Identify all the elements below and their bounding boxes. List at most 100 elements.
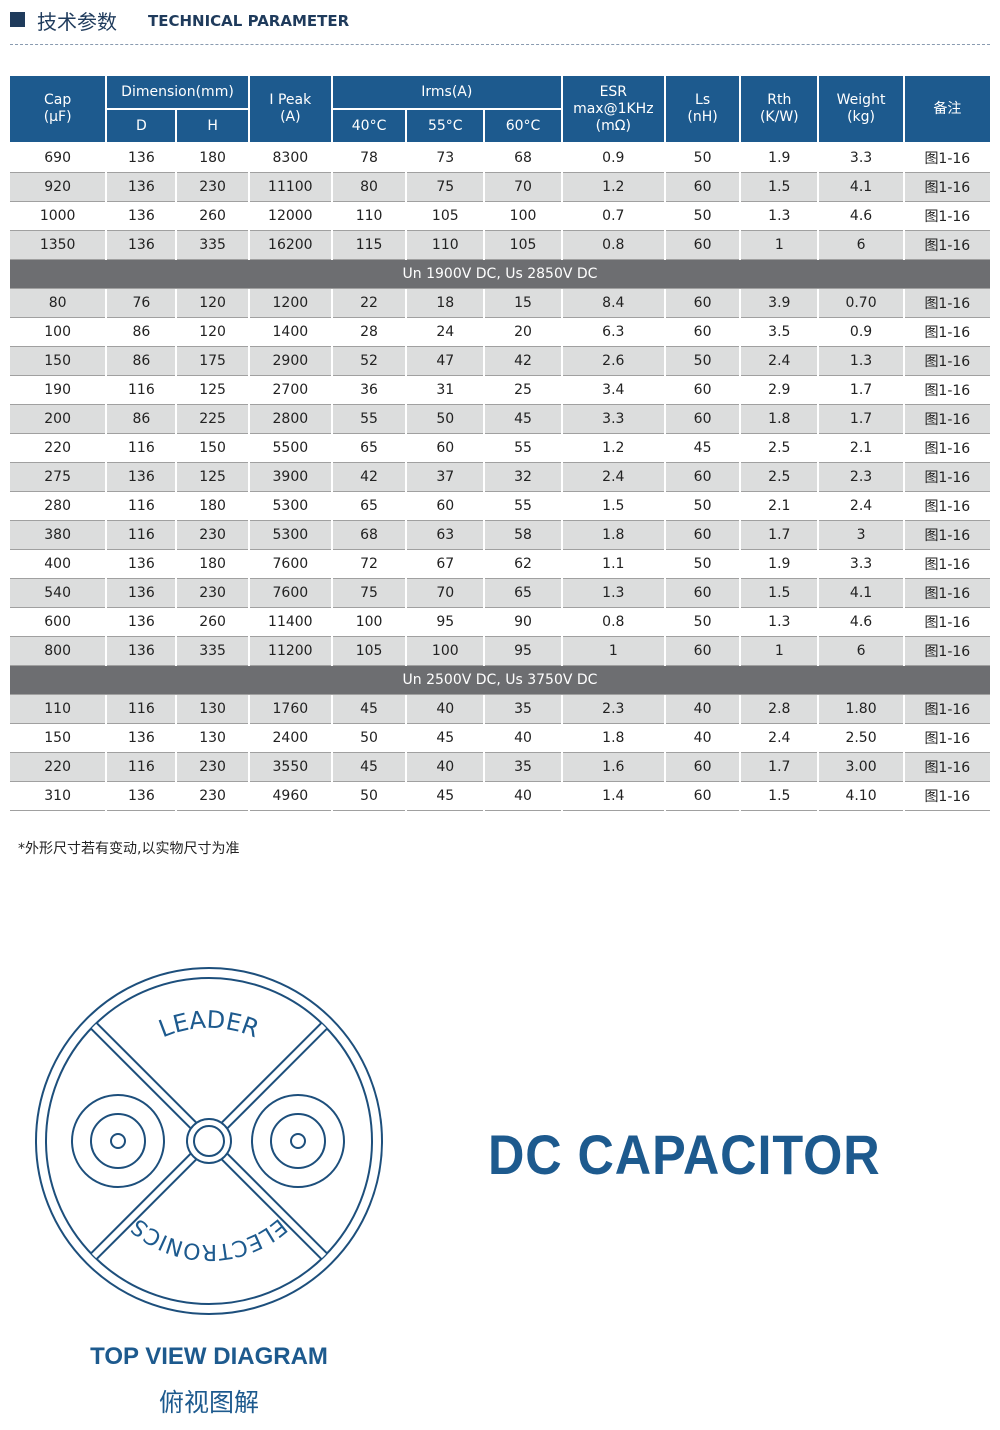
cell: 2.1 [819, 434, 903, 463]
cell: 24 [407, 318, 484, 347]
cell: 60 [665, 289, 740, 318]
header-cell: 55°C [407, 110, 484, 144]
cell: 60 [665, 637, 740, 666]
cell: 230 [177, 579, 248, 608]
cell: 47 [407, 347, 484, 376]
cell: 63 [407, 521, 484, 550]
cell: 75 [407, 173, 484, 202]
data-row: 690 136 180 8300 78 73 68 0.9 50 1.9 3.3 图1-16 [10, 144, 990, 173]
parameter-table: Cap (μF) Dimension(mm) I Peak (A) Irms(A) ESR m… [8, 76, 992, 811]
cell: 1.1 [562, 550, 664, 579]
header-cell: Rth (K/W) [741, 76, 818, 144]
cell: 0.7 [562, 202, 664, 231]
cell: 4.6 [819, 202, 903, 231]
cell: 136 [107, 550, 176, 579]
cell: 2.5 [741, 463, 818, 492]
cell: 图1-16 [904, 463, 990, 492]
cell: 35 [485, 695, 561, 724]
cell: 260 [177, 202, 248, 231]
data-row: 800 136 335 11200 105 100 95 1 60 1 6 图1-16 [10, 637, 990, 666]
header-cell: Dimension(mm) [107, 76, 248, 110]
cell: 3.5 [741, 318, 818, 347]
cell: 600 [10, 608, 106, 637]
cell: 42 [332, 463, 406, 492]
cell: 230 [177, 782, 248, 811]
cell: 4.1 [819, 173, 903, 202]
cell: 136 [107, 608, 176, 637]
cell: 40 [407, 753, 484, 782]
cell: 1 [741, 231, 818, 260]
cell: 8.4 [562, 289, 664, 318]
cell: 37 [407, 463, 484, 492]
cell: 78 [332, 144, 406, 173]
cell: 68 [332, 521, 406, 550]
header-line: max@1KHz [573, 100, 654, 117]
data-row: 1350 136 335 16200 115 110 105 0.8 60 1 6 图1-16 [10, 231, 990, 260]
cell: 31 [407, 376, 484, 405]
cell: 50 [665, 550, 740, 579]
cell: 1.3 [562, 579, 664, 608]
cell: 116 [107, 753, 176, 782]
cell: 1.2 [562, 434, 664, 463]
cell: 35 [485, 753, 561, 782]
cell: 36 [332, 376, 406, 405]
cell: 图1-16 [904, 405, 990, 434]
data-row: 150 136 130 2400 50 45 40 1.8 40 2.4 2.50 图1-16 [10, 724, 990, 753]
cell: 1.6 [562, 753, 664, 782]
cell: 6 [819, 637, 903, 666]
cell: 0.8 [562, 608, 664, 637]
cell: 45 [407, 724, 484, 753]
cell: 15 [485, 289, 561, 318]
data-row: 80 76 120 1200 22 18 15 8.4 60 3.9 0.70 图1-16 [10, 289, 990, 318]
data-row: 190 116 125 2700 36 31 25 3.4 60 2.9 1.7 图1-16 [10, 376, 990, 405]
cell: 275 [10, 463, 106, 492]
header-row: D H 40°C 55°C 60°C [10, 110, 990, 144]
cell: 60 [665, 753, 740, 782]
header-icon [10, 12, 25, 27]
cell: 225 [177, 405, 248, 434]
cell: 2800 [249, 405, 331, 434]
cell: 55 [485, 434, 561, 463]
cell: 116 [107, 492, 176, 521]
cell: 260 [177, 608, 248, 637]
cell: 45 [665, 434, 740, 463]
cell: 3 [819, 521, 903, 550]
cell: 1200 [249, 289, 331, 318]
cell: 2.4 [562, 463, 664, 492]
data-row: 110 116 130 1760 45 40 35 2.3 40 2.8 1.80 图1-16 [10, 695, 990, 724]
cell: 6 [819, 231, 903, 260]
product-name: DC CAPACITOR [488, 1123, 881, 1186]
cell: 86 [107, 318, 176, 347]
data-row: 280 116 180 5300 65 60 55 1.5 50 2.1 2.4 图1-16 [10, 492, 990, 521]
cell: 11200 [249, 637, 331, 666]
cell: 115 [332, 231, 406, 260]
header-title: 技术参数 [37, 10, 117, 34]
cell: 1.9 [741, 144, 818, 173]
cell: 136 [107, 463, 176, 492]
header-cell: ESR max@1KHz (mΩ) [562, 76, 664, 144]
cell: 4.10 [819, 782, 903, 811]
cell: 2.50 [819, 724, 903, 753]
cell: 1.9 [741, 550, 818, 579]
top-view-diagram: LEADER ELECTRONICS [35, 967, 383, 1315]
header-line: Weight [836, 92, 886, 108]
cell: 图1-16 [904, 521, 990, 550]
cell: 2.3 [562, 695, 664, 724]
cell: 45 [485, 405, 561, 434]
cell: 150 [10, 347, 106, 376]
header-line: 60°C [505, 117, 541, 134]
header-line: D [135, 117, 147, 134]
cell: 2.4 [741, 724, 818, 753]
cell: 110 [10, 695, 106, 724]
cell: 40 [665, 724, 740, 753]
cell: 50 [407, 405, 484, 434]
cell: 5300 [249, 521, 331, 550]
cell: 100 [485, 202, 561, 231]
cell: 690 [10, 144, 106, 173]
cell: 105 [332, 637, 406, 666]
header-line: 备注 [933, 100, 962, 117]
cell: 2.9 [741, 376, 818, 405]
cell: 2.4 [819, 492, 903, 521]
cell: 50 [665, 347, 740, 376]
